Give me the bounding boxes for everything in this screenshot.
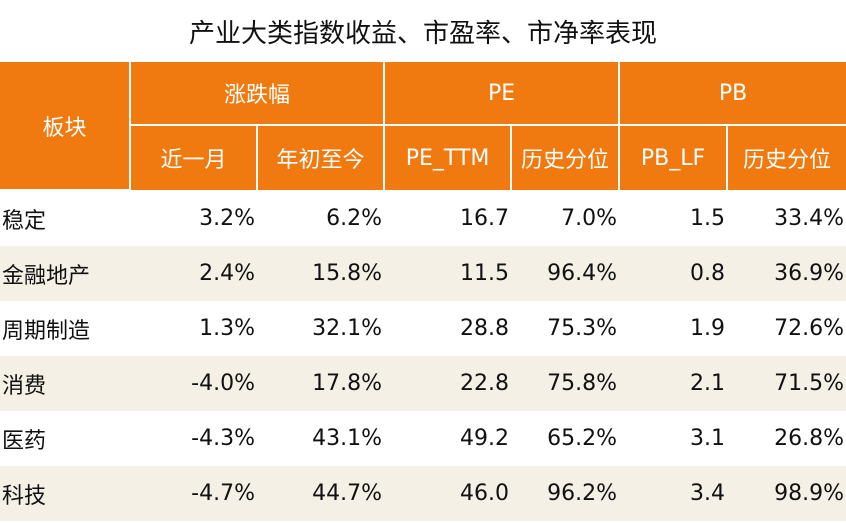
row-name: 金融地产 [0, 246, 130, 301]
table-cell: 72.6% [774, 316, 845, 341]
header-sub-pb-pct: 历史分位 [727, 125, 846, 190]
table-cell: 65.2% [547, 426, 618, 451]
table-title: 产业大类指数收益、市盈率、市净率表现 [188, 18, 657, 49]
table-cell: 6.2% [326, 205, 383, 231]
table-row: 周期制造 1.3% 32.1% 28.8 75.3% 1.9 72.6% [0, 301, 846, 356]
header-sub-pe-ttm: PE_TTM [384, 125, 513, 190]
table-cell: 22.8 [384, 356, 512, 411]
table-cell: 2.1 [619, 356, 728, 411]
table-cell: 36.9% [727, 246, 846, 301]
header-sub-pb-lf: PB_LF [619, 125, 729, 190]
table-cell: 46.0 [384, 466, 512, 521]
data-table: 板块 涨跌幅 PE PB 近一月 年初至今 PE_TTM 历史分位 PB_LF … [0, 62, 846, 521]
table-cell: 3.2% [199, 205, 255, 231]
table-cell: 96.4% [511, 246, 620, 301]
table-cell: 26.8% [774, 426, 845, 451]
table-cell: 16.7 [460, 205, 510, 231]
header-sub-ytd: 年初至今 [257, 125, 386, 190]
row-name: 医药 [2, 428, 47, 454]
table-cell: 3.4 [619, 466, 728, 521]
table-cell: -4.0% [130, 356, 257, 411]
table-cell: 32.1% [312, 316, 383, 341]
table-row: 消费 -4.0% 17.8% 22.8 75.8% 2.1 71.5% [0, 356, 846, 411]
table-cell: 75.3% [547, 316, 618, 341]
table-cell: 98.9% [727, 466, 846, 521]
table-cell: 44.7% [257, 466, 385, 521]
table-row: 科技 -4.7% 44.7% 46.0 96.2% 3.4 98.9% [0, 466, 846, 521]
header-group-pb: PB [619, 62, 846, 126]
table-cell: 75.8% [511, 356, 620, 411]
header-sub-1m: 近一月 [130, 125, 258, 190]
table-cell: 11.5 [384, 246, 512, 301]
table-cell: 2.4% [130, 246, 257, 301]
table-cell: 1.9 [690, 316, 726, 341]
table-cell: 28.8 [460, 316, 510, 341]
table-cell: 0.8 [619, 246, 728, 301]
table-cell: 71.5% [727, 356, 846, 411]
table-cell: -4.7% [130, 466, 257, 521]
table-row: 稳定 3.2% 6.2% 16.7 7.0% 1.5 33.4% [0, 190, 846, 246]
table-row: 金融地产 2.4% 15.8% 11.5 96.4% 0.8 36.9% [0, 246, 846, 301]
table-cell: 1.5 [690, 205, 726, 231]
table-cell: 3.1 [690, 426, 726, 451]
table-cell: 1.3% [199, 316, 255, 341]
table-cell: 96.2% [511, 466, 620, 521]
table-cell: 43.1% [312, 426, 383, 451]
row-name: 稳定 [2, 208, 47, 234]
table-row: 医药 -4.3% 43.1% 49.2 65.2% 3.1 26.8% [0, 411, 846, 466]
table-cell: 15.8% [257, 246, 385, 301]
row-name: 科技 [0, 466, 130, 521]
header-group-change: 涨跌幅 [130, 62, 386, 126]
row-name: 消费 [0, 356, 130, 411]
header-block: 板块 [0, 62, 131, 191]
table-cell: 33.4% [774, 205, 845, 231]
header-sub-pe-pct: 历史分位 [511, 125, 621, 190]
table-cell: -4.3% [191, 426, 255, 451]
header-group-pe: PE [384, 62, 621, 126]
table-cell: 7.0% [561, 205, 618, 231]
table-cell: 17.8% [257, 356, 385, 411]
row-name: 周期制造 [2, 318, 91, 344]
table-cell: 49.2 [460, 426, 510, 451]
